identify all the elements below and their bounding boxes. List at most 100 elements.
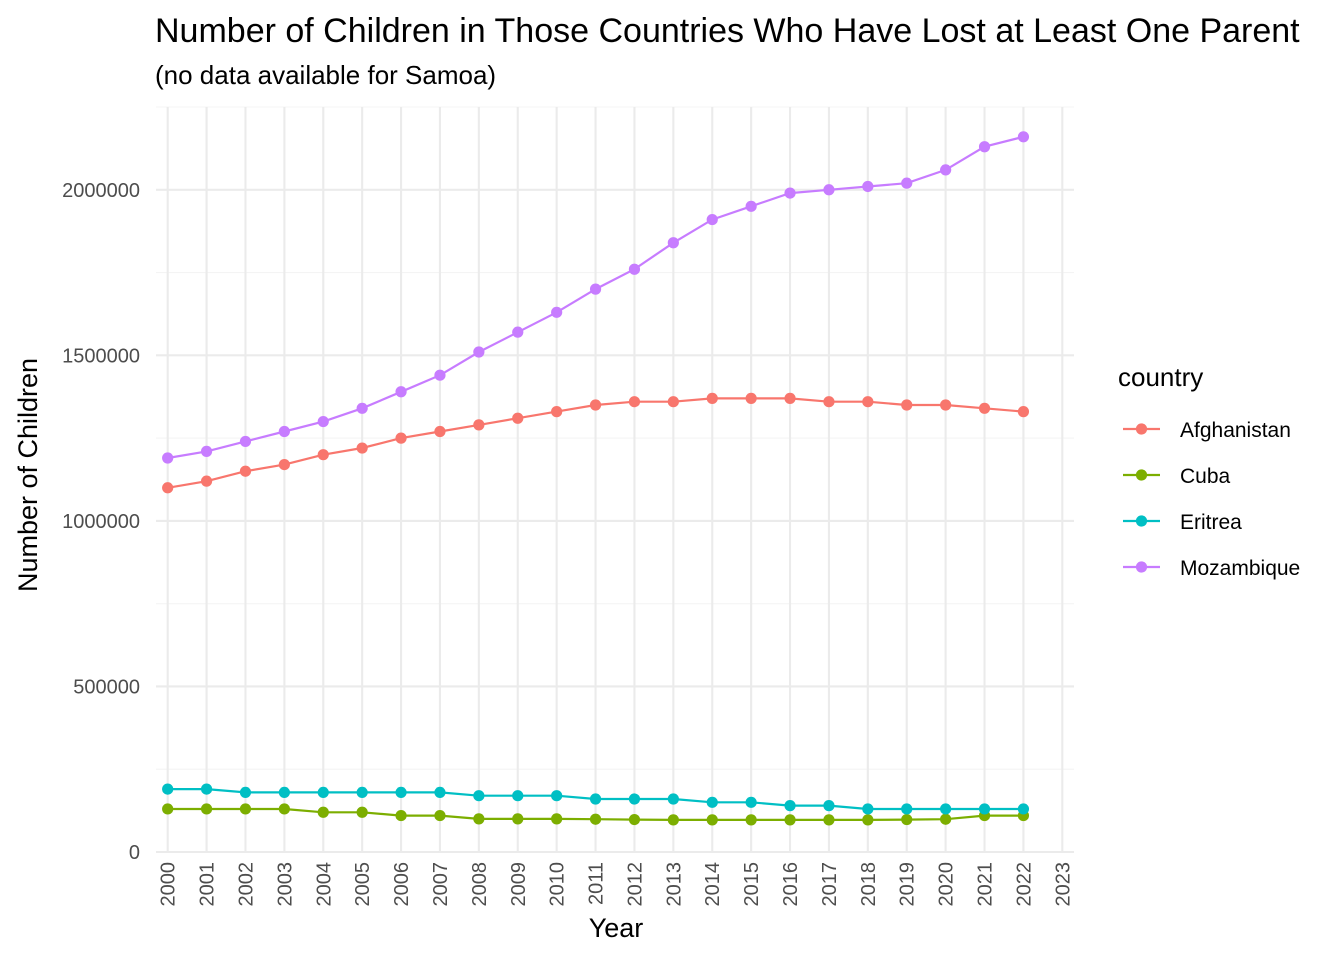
data-point bbox=[278, 459, 290, 471]
x-tick-label: 2003 bbox=[274, 862, 296, 907]
x-tick-label: 2002 bbox=[235, 862, 257, 907]
data-point bbox=[823, 184, 835, 196]
legend-key-point bbox=[1135, 515, 1148, 527]
data-point bbox=[745, 814, 757, 826]
data-point bbox=[628, 813, 641, 826]
data-point bbox=[784, 187, 796, 199]
data-point bbox=[356, 402, 368, 414]
data-point bbox=[862, 396, 874, 408]
data-point bbox=[901, 803, 913, 815]
legend-label: Cuba bbox=[1180, 465, 1231, 488]
data-point bbox=[901, 177, 913, 189]
data-point bbox=[940, 803, 952, 815]
data-point bbox=[200, 803, 213, 815]
data-point bbox=[356, 806, 368, 818]
data-point bbox=[589, 399, 602, 411]
data-point bbox=[901, 399, 913, 411]
data-point bbox=[667, 237, 679, 249]
y-tick-label: 0 bbox=[129, 842, 140, 864]
data-point bbox=[706, 392, 718, 404]
data-point bbox=[823, 800, 835, 812]
data-point bbox=[745, 796, 757, 808]
x-tick-label: 2011 bbox=[586, 862, 608, 905]
data-point bbox=[395, 432, 407, 444]
x-tick-label: 2013 bbox=[663, 862, 685, 907]
data-point bbox=[978, 803, 991, 815]
data-point bbox=[473, 790, 485, 802]
data-point bbox=[317, 415, 329, 428]
data-point bbox=[162, 452, 174, 464]
y-tick-label: 1000000 bbox=[62, 511, 140, 533]
y-axis-title: Number of Children bbox=[13, 358, 43, 592]
legend-item-mozambique: Mozambique bbox=[1123, 557, 1300, 580]
data-point bbox=[901, 813, 913, 826]
grid bbox=[156, 106, 1074, 854]
legend-item-afghanistan: Afghanistan bbox=[1123, 419, 1291, 442]
data-point bbox=[278, 786, 290, 799]
legend-title: country bbox=[1118, 362, 1203, 392]
chart-title: Number of Children in Those Countries Wh… bbox=[155, 12, 1300, 50]
data-point bbox=[239, 803, 252, 815]
series-afghanistan bbox=[162, 392, 1030, 494]
data-point bbox=[200, 783, 213, 795]
data-point bbox=[200, 445, 213, 457]
data-point bbox=[940, 813, 952, 825]
x-tick-label: 2006 bbox=[391, 862, 413, 907]
data-point bbox=[551, 306, 563, 318]
x-tick-label: 2022 bbox=[1013, 862, 1035, 907]
data-point bbox=[745, 392, 757, 404]
y-tick-label: 500000 bbox=[73, 676, 140, 698]
data-point bbox=[512, 790, 524, 802]
x-tick-label: 2004 bbox=[313, 862, 335, 907]
data-point bbox=[473, 419, 485, 431]
data-point bbox=[317, 786, 329, 799]
data-point bbox=[862, 803, 874, 815]
x-tick-label: 2016 bbox=[780, 862, 802, 907]
data-point bbox=[706, 213, 718, 226]
series-eritrea bbox=[162, 783, 1030, 815]
data-point bbox=[745, 200, 757, 212]
data-point bbox=[278, 425, 290, 438]
x-tick-label: 2008 bbox=[469, 862, 491, 907]
y-tick-label: 1500000 bbox=[62, 345, 140, 367]
data-point bbox=[239, 786, 252, 799]
data-point bbox=[239, 465, 252, 477]
x-tick-label: 2001 bbox=[197, 862, 219, 907]
data-point bbox=[162, 783, 174, 795]
data-point bbox=[667, 396, 679, 408]
data-point bbox=[278, 803, 290, 815]
data-point bbox=[667, 814, 679, 826]
data-point bbox=[434, 369, 446, 381]
data-point bbox=[1017, 406, 1030, 418]
chart-subtitle: (no data available for Samoa) bbox=[155, 60, 496, 90]
data-point bbox=[628, 793, 641, 805]
data-point bbox=[628, 396, 641, 408]
data-point bbox=[589, 283, 602, 295]
data-point bbox=[1017, 803, 1030, 815]
legend-items: Afghanistan Cuba Eritrea Mozambique bbox=[1123, 419, 1300, 580]
data-point bbox=[940, 399, 952, 411]
data-point bbox=[512, 813, 524, 825]
x-tick-label: 2010 bbox=[547, 862, 569, 907]
data-point bbox=[862, 814, 874, 826]
data-point bbox=[317, 806, 329, 818]
data-point bbox=[978, 402, 991, 414]
data-point bbox=[784, 392, 796, 404]
data-point bbox=[512, 326, 524, 338]
series-cuba bbox=[162, 803, 1030, 826]
data-point bbox=[512, 412, 524, 424]
legend-item-eritrea: Eritrea bbox=[1123, 511, 1242, 534]
x-tick-label: 2023 bbox=[1052, 862, 1074, 907]
x-tick-label: 2007 bbox=[430, 862, 452, 907]
data-point bbox=[434, 425, 446, 438]
x-tick-label: 2012 bbox=[624, 862, 646, 907]
data-point bbox=[628, 263, 641, 275]
y-tick-label: 2000000 bbox=[62, 180, 140, 202]
data-point bbox=[784, 800, 796, 812]
legend-key-point bbox=[1135, 561, 1148, 573]
data-point bbox=[706, 814, 718, 826]
legend-item-cuba: Cuba bbox=[1123, 465, 1231, 488]
data-point bbox=[667, 793, 679, 805]
